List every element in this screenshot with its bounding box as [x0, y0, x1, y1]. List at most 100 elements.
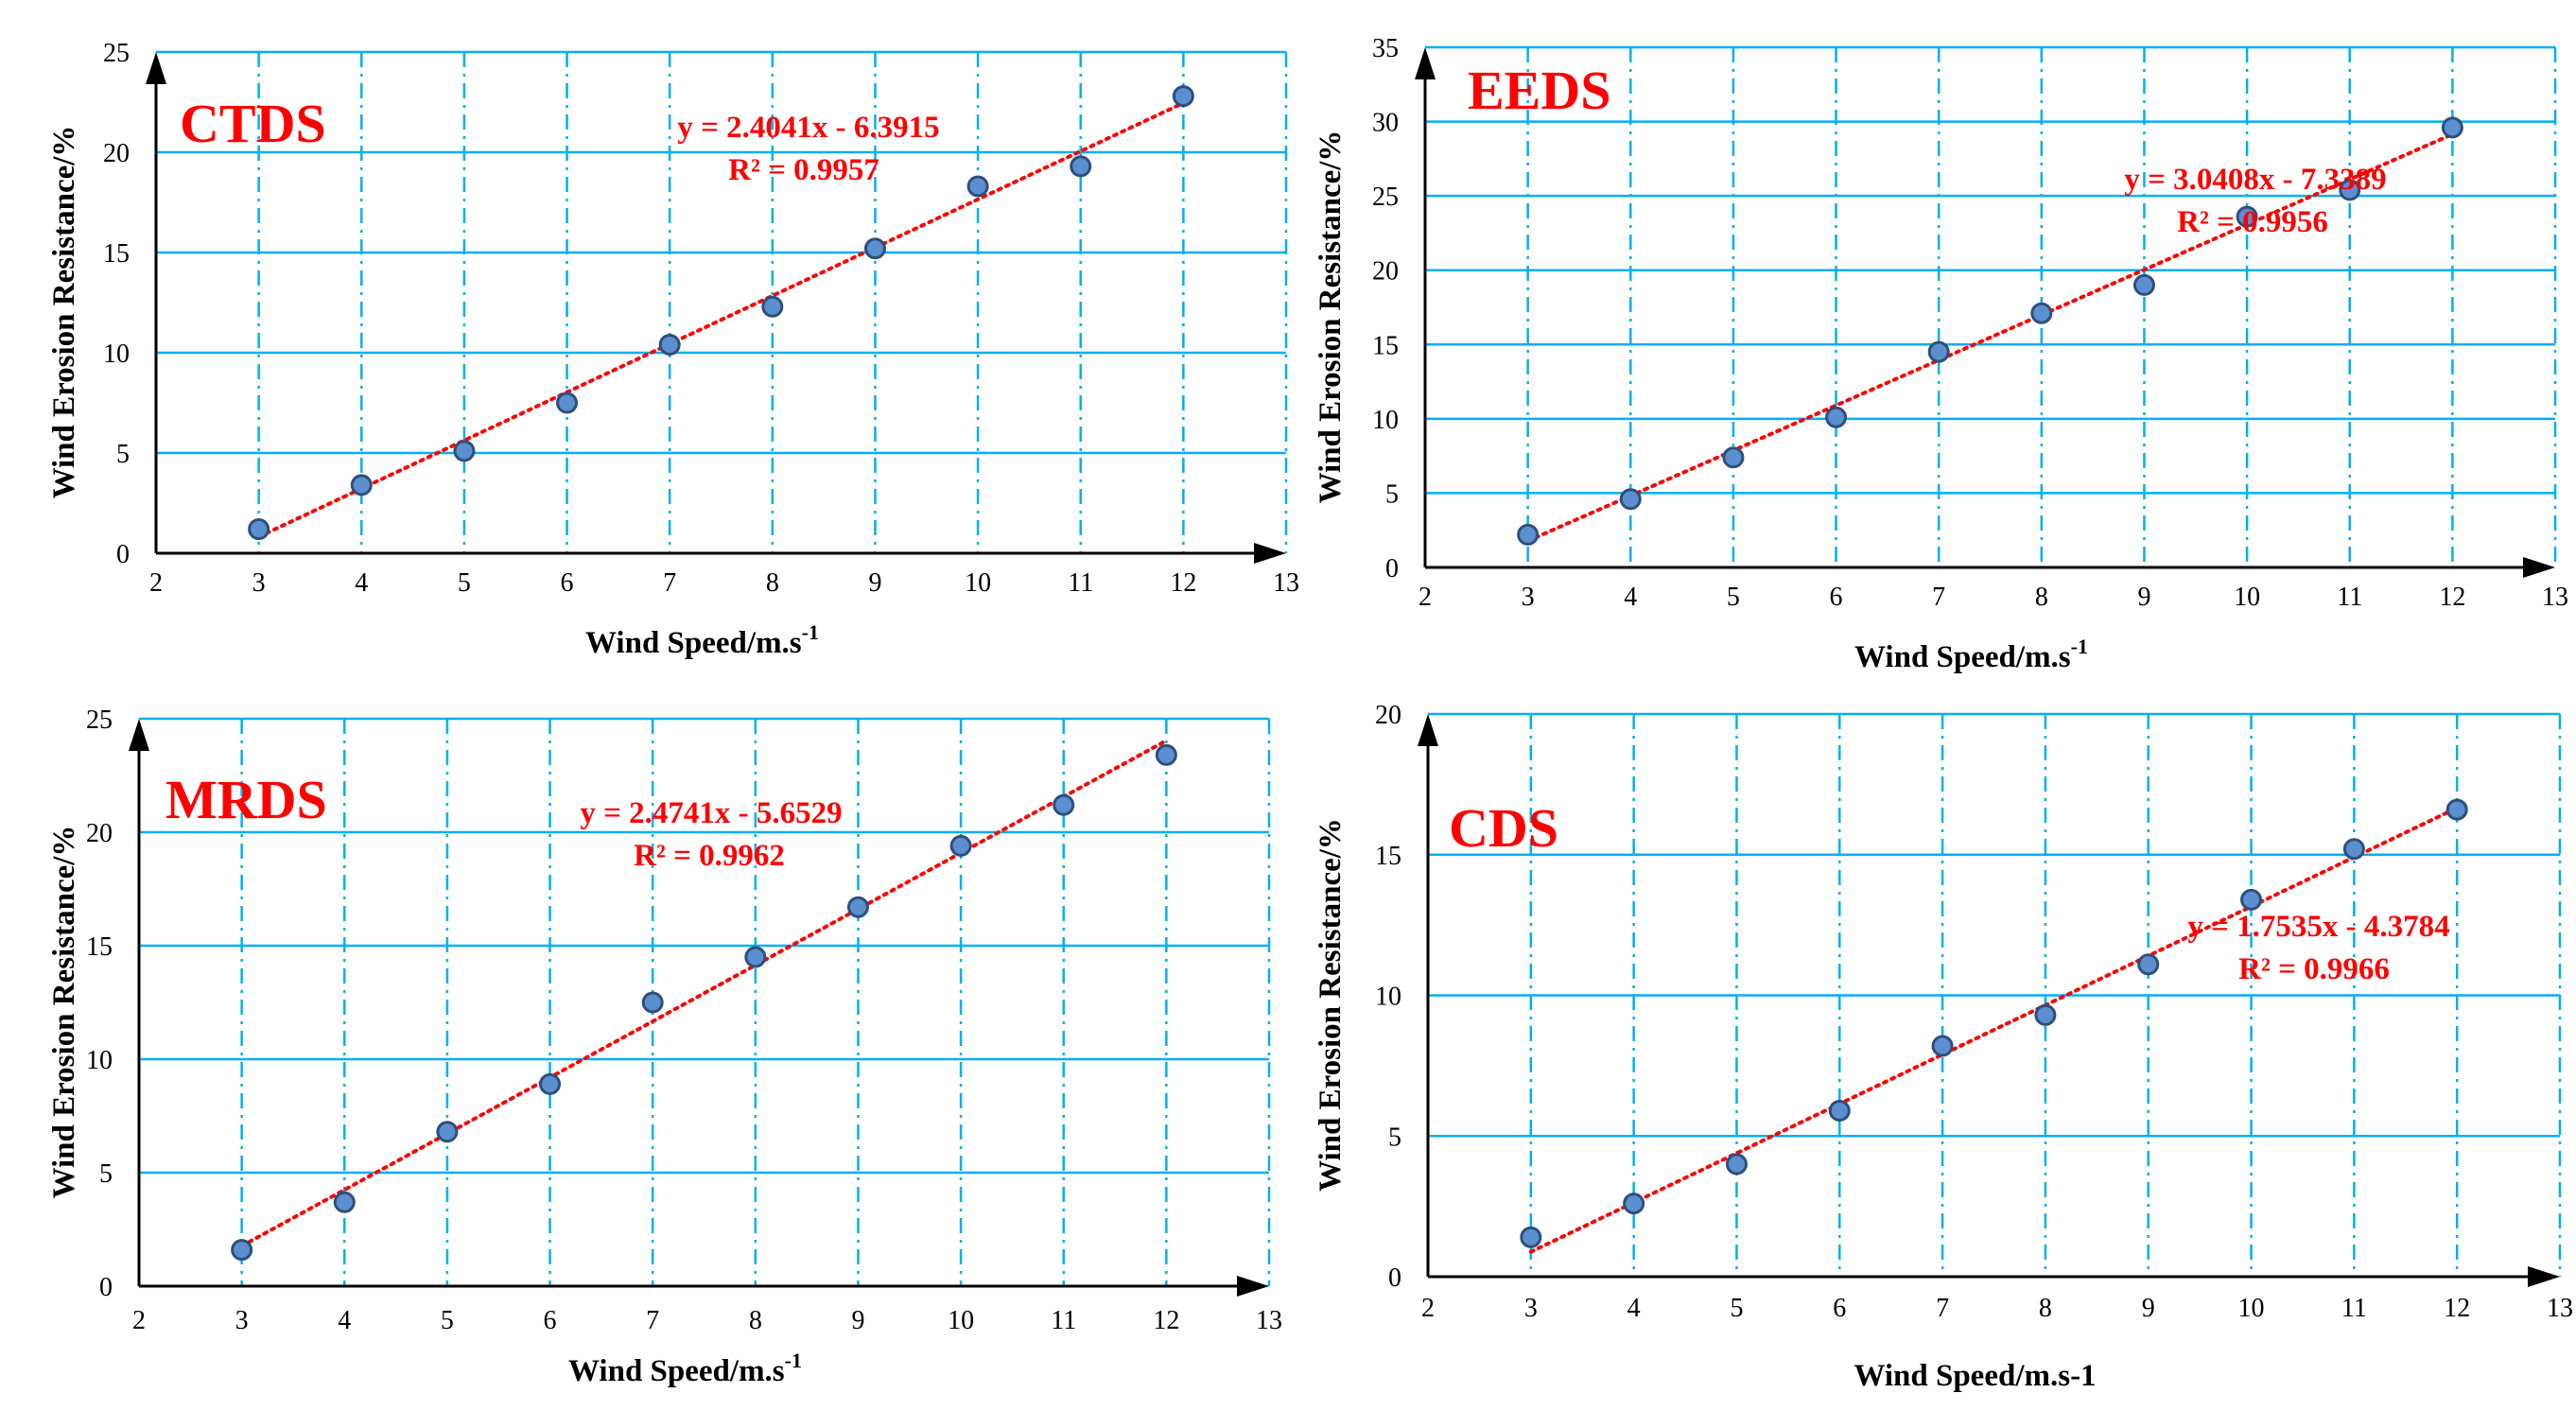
trend-equation: y = 2.4741x - 5.6529	[580, 796, 842, 830]
y-tick-label: 10	[103, 340, 130, 369]
x-axis-arrow	[1254, 543, 1286, 564]
data-point	[1828, 1099, 1851, 1122]
x-tick-label: 13	[1273, 568, 1299, 598]
data-point	[539, 1072, 562, 1095]
y-axis-arrow	[1418, 714, 1438, 746]
y-tick-label: 20	[103, 139, 130, 168]
y-tick-label: 10	[1375, 983, 1401, 1012]
data-points	[248, 85, 1194, 541]
x-tick-label: 6	[544, 1306, 557, 1335]
y-axis-arrow	[1415, 47, 1436, 79]
r-squared: R² = 0.9956	[2177, 205, 2328, 239]
data-point	[453, 440, 476, 462]
chart-title: MRDS	[165, 769, 327, 830]
x-axis-arrow	[2528, 1266, 2560, 1287]
y-tick-label: 25	[86, 705, 113, 735]
x-tick-label: 7	[663, 568, 676, 598]
x-tick-label: 13	[2547, 1294, 2573, 1323]
y-tick-label: 25	[1372, 183, 1399, 212]
chart-title: EEDS	[1468, 60, 1611, 121]
x-axis-arrow	[1237, 1276, 1269, 1297]
x-axis-label: Wind Speed/m.s-1	[1854, 1359, 2096, 1393]
data-point	[1517, 523, 1540, 546]
x-tick-label: 9	[851, 1306, 864, 1335]
x-tick-label: 8	[749, 1306, 762, 1335]
x-tick-label: 3	[252, 568, 266, 598]
chart-ctds: 2 3 4 5 6 7 8 9 10 11 12 13 0 5 10 15 20 25 Wind Speed/m.s…	[47, 39, 1299, 660]
y-tick-label: 10	[1372, 406, 1399, 435]
r-squared: R² = 0.9966	[2238, 952, 2390, 986]
data-point	[1725, 1153, 1748, 1175]
x-tick-label: 5	[1727, 583, 1740, 612]
y-tick-label: 5	[116, 440, 130, 469]
chart-panel-cds: 2 3 4 5 6 7 8 9 10 11 12 13 0 5 10 15 20 Wind Speed/m.s-1…	[1288, 681, 2576, 1428]
data-point	[1172, 85, 1194, 108]
data-point	[556, 392, 579, 414]
y-tick-label: 5	[1388, 1123, 1401, 1152]
x-tick-label: 12	[1153, 1306, 1179, 1335]
grid-horizontal	[1428, 712, 2560, 1138]
x-tick-label: 9	[2142, 1294, 2155, 1323]
x-axis-label: Wind Speed/m.s-1	[568, 1349, 802, 1388]
x-tick-label: 7	[1936, 1294, 1949, 1323]
data-point	[2030, 302, 2053, 324]
r-squared: R² = 0.9962	[634, 839, 785, 873]
y-axis-label: Wind Erosion Resistance/%	[1314, 131, 1348, 504]
y-tick-label: 5	[99, 1159, 113, 1189]
grid-horizontal	[139, 717, 1269, 1175]
data-point	[2137, 953, 2160, 976]
x-tick-label: 3	[1522, 583, 1535, 612]
y-tick-label: 20	[1372, 257, 1399, 287]
data-point	[2236, 205, 2258, 228]
x-tick-label: 2	[1419, 583, 1432, 612]
x-tick-label: 4	[1624, 583, 1637, 612]
x-tick-labels: 2 3 4 5 6 7 8 9 10 11 12 13	[149, 568, 1299, 598]
chart-eeds: 2 3 4 5 6 7 8 9 10 11 12 13 0 5 10 15 20 25 30 35 Wind Speed…	[1314, 34, 2568, 674]
x-tick-label: 2	[132, 1306, 146, 1335]
x-tick-label: 5	[458, 568, 471, 598]
y-axis-label: Wind Erosion Resistance/%	[47, 826, 81, 1199]
x-tick-label: 8	[2039, 1294, 2052, 1323]
data-point	[1520, 1226, 1542, 1248]
data-points	[1517, 116, 2463, 546]
data-point	[2034, 1003, 2057, 1026]
chart-panel-ctds: 2 3 4 5 6 7 8 9 10 11 12 13 0 5 10 15 20 25 Wind Speed/m.s…	[0, 0, 1299, 681]
chart-mrds: 2 3 4 5 6 7 8 9 10 11 12 13 0 5 10 15 20 25 Wind Speed/m.s…	[47, 705, 1282, 1388]
x-tick-label: 9	[2137, 583, 2150, 612]
trend-equation: y = 2.4041x - 6.3915	[677, 111, 939, 145]
x-tick-label: 2	[149, 568, 163, 598]
y-tick-label: 25	[103, 39, 130, 68]
x-tick-label: 10	[2238, 1294, 2265, 1323]
y-axis-label: Wind Erosion Resistance/%	[47, 126, 81, 499]
y-tick-labels: 0 5 10 15 20	[1375, 701, 1401, 1293]
x-tick-label: 11	[1068, 568, 1093, 598]
grid-horizontal	[1425, 45, 2555, 495]
x-tick-labels: 2 3 4 5 6 7 8 9 10 11 12 13	[1421, 1294, 2573, 1323]
y-axis-label: Wind Erosion Resistance/%	[1314, 818, 1348, 1192]
x-tick-label: 10	[965, 568, 991, 598]
data-point	[2339, 179, 2361, 201]
x-tick-label: 9	[868, 568, 881, 598]
y-tick-label: 15	[1375, 842, 1401, 871]
r-squared: R² = 0.9957	[728, 153, 879, 187]
trendline	[239, 739, 1169, 1248]
y-tick-label: 15	[1372, 331, 1399, 360]
x-tick-label: 6	[1833, 1294, 1846, 1323]
data-point	[2441, 116, 2463, 139]
chart-panel-eeds: 2 3 4 5 6 7 8 9 10 11 12 13 0 5 10 15 20 25 30 35 Wind Speed…	[1288, 0, 2576, 681]
x-tick-labels: 2 3 4 5 6 7 8 9 10 11 12 13	[1419, 583, 2568, 612]
x-tick-label: 2	[1421, 1294, 1435, 1323]
data-point	[2342, 838, 2365, 861]
y-tick-label: 10	[86, 1046, 113, 1075]
data-point	[1070, 155, 1092, 178]
data-point	[761, 295, 784, 318]
x-tick-labels: 2 3 4 5 6 7 8 9 10 11 12 13	[132, 1306, 1282, 1335]
x-tick-label: 4	[355, 568, 368, 598]
data-point	[1825, 406, 1848, 428]
data-point	[333, 1191, 356, 1213]
y-tick-labels: 0 5 10 15 20 25	[103, 39, 130, 569]
data-point	[1155, 743, 1177, 766]
trend-equation: y = 1.7535x - 4.3784	[2187, 910, 2449, 944]
x-tick-label: 8	[2035, 583, 2048, 612]
y-tick-label: 5	[1385, 479, 1399, 509]
